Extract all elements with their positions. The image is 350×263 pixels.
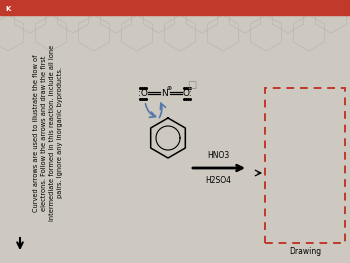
Text: Drawing: Drawing [289, 247, 321, 256]
Text: HNO3: HNO3 [207, 151, 229, 160]
Circle shape [2, 3, 14, 15]
Text: O:: O: [182, 89, 192, 98]
Bar [0, 0, 350, 15]
Text: H2SO4: H2SO4 [205, 176, 231, 185]
Bar [265, 88, 345, 243]
Text: :O: :O [138, 89, 148, 98]
Text: □: □ [187, 80, 197, 90]
Text: ⊕: ⊕ [166, 85, 172, 90]
Text: N: N [162, 89, 168, 98]
Text: Curved arrows are used to illustrate the flow of
electrons. Follow the arrows an: Curved arrows are used to illustrate the… [33, 45, 63, 221]
Text: K: K [5, 6, 11, 12]
